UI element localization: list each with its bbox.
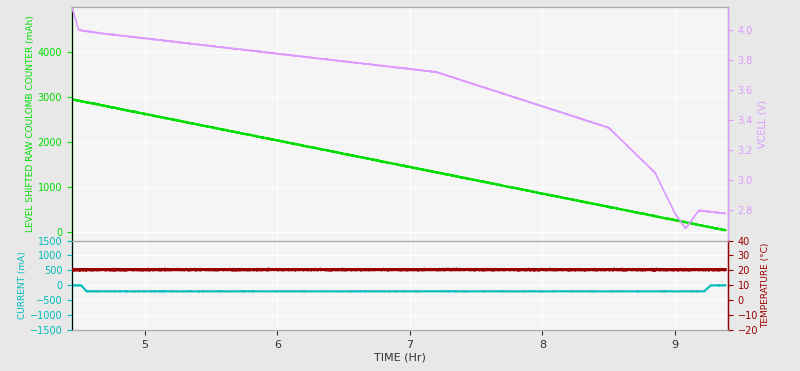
Y-axis label: CURRENT (mA): CURRENT (mA) <box>18 252 26 319</box>
X-axis label: TIME (Hr): TIME (Hr) <box>374 353 426 363</box>
Y-axis label: VCELL (V): VCELL (V) <box>758 100 767 148</box>
Y-axis label: LEVEL SHIFTED RAW COULOMB COUNTER (mAh): LEVEL SHIFTED RAW COULOMB COUNTER (mAh) <box>26 16 35 232</box>
Y-axis label: TEMPERATURE (°C): TEMPERATURE (°C) <box>761 243 770 328</box>
